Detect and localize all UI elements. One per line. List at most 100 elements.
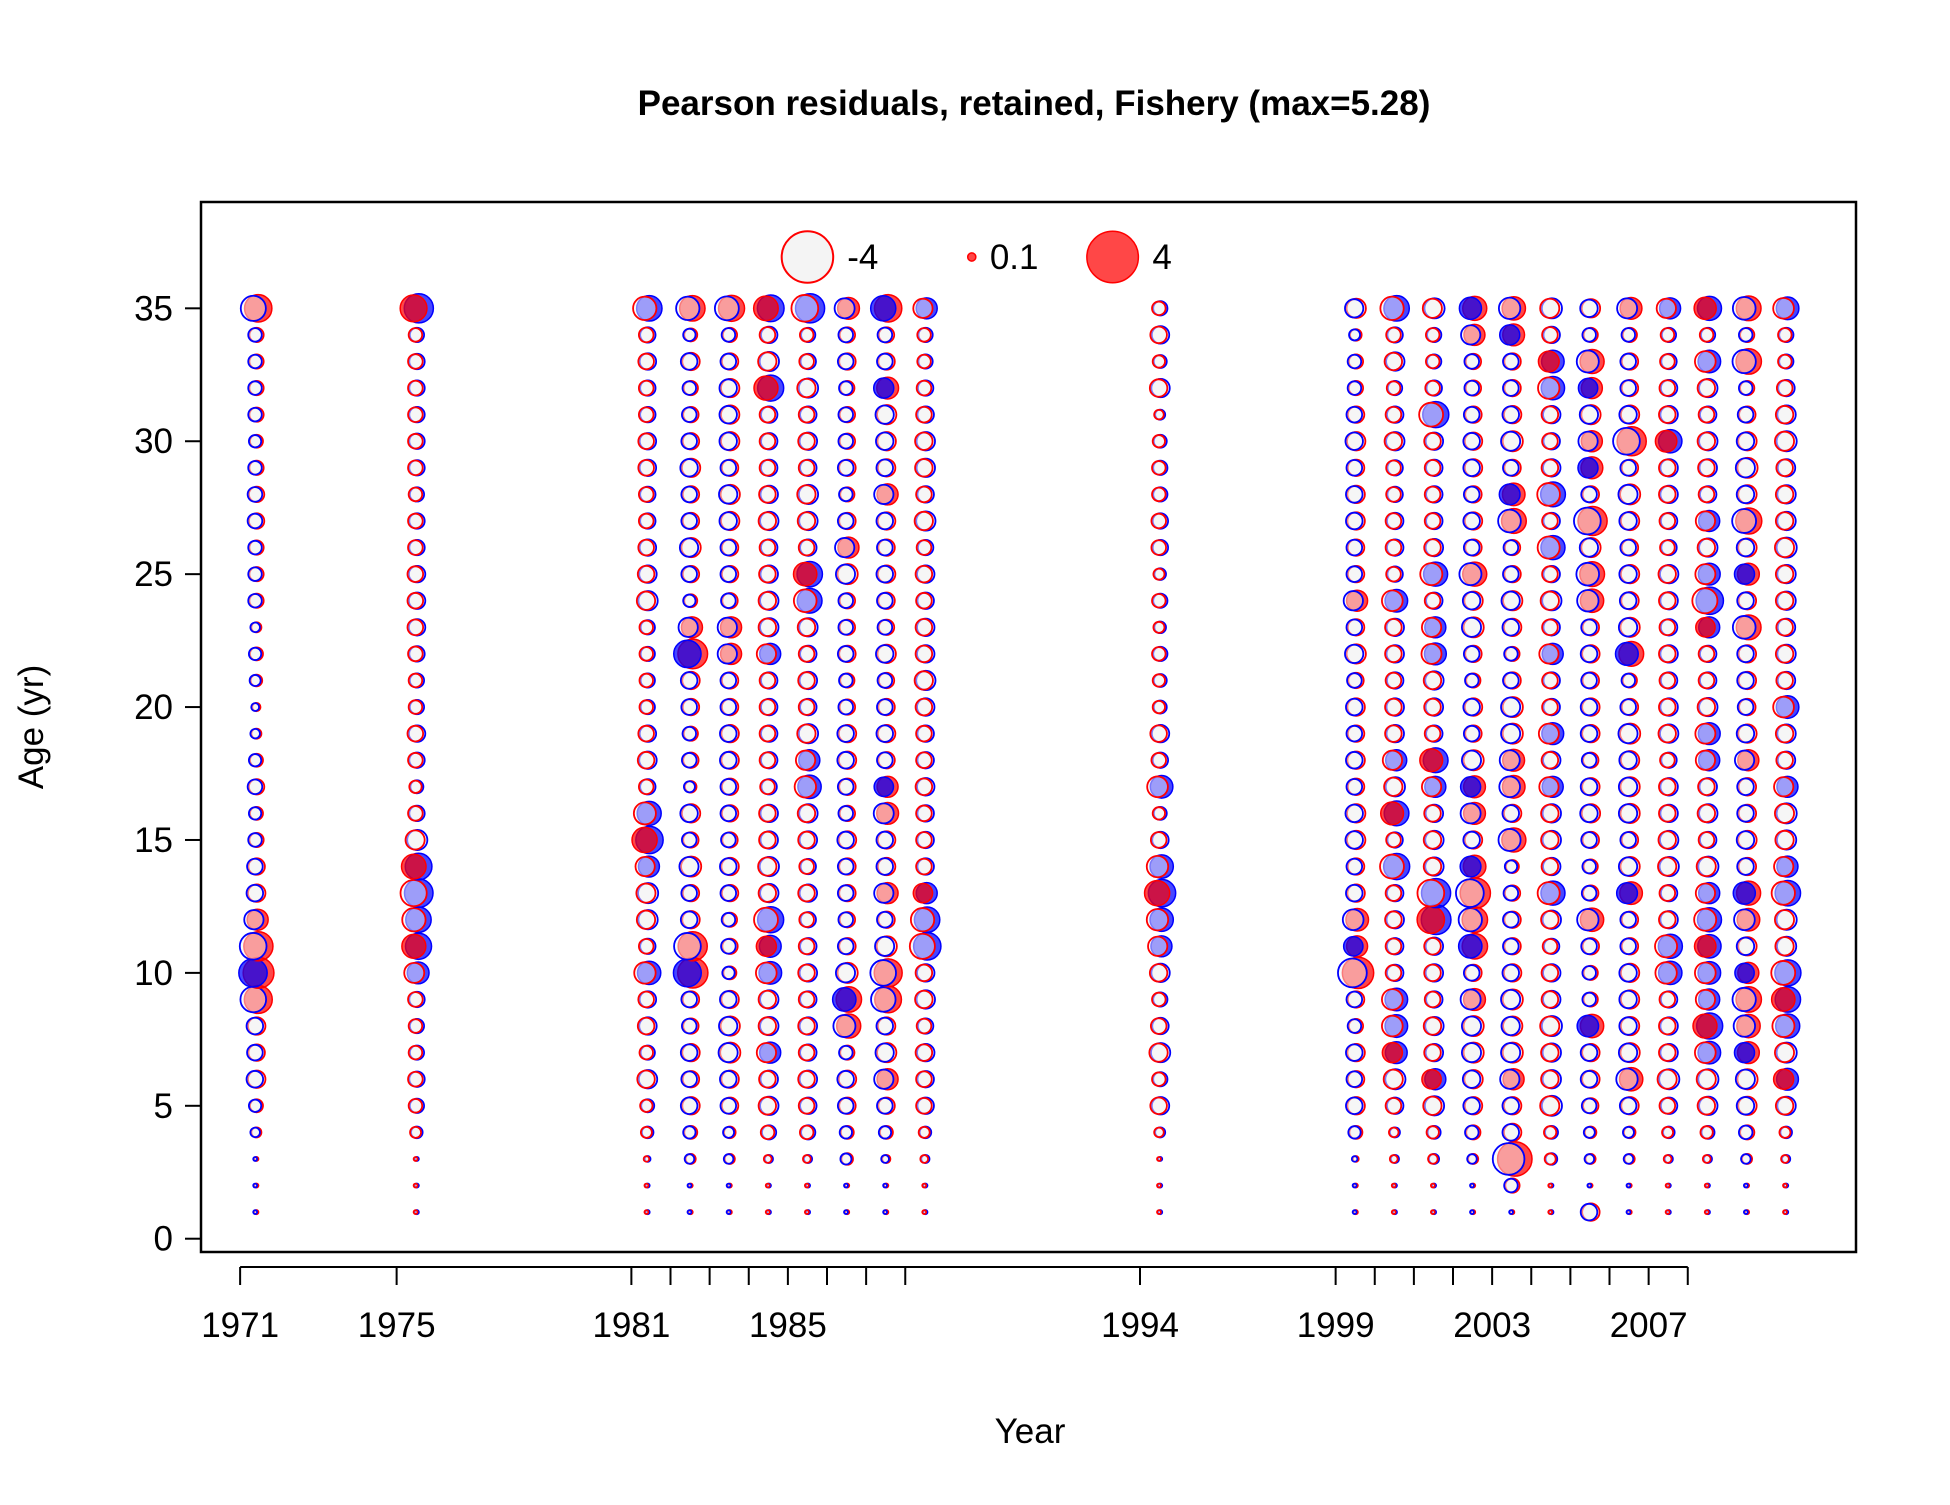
residual-bubble — [1655, 297, 1677, 319]
residual-bubble — [792, 561, 818, 587]
y-tick-label: 20 — [134, 688, 173, 727]
residual-bubble — [1735, 1096, 1756, 1116]
residual-bubble — [722, 1153, 735, 1165]
residual-bubble — [875, 564, 894, 584]
residual-bubble — [1586, 1182, 1593, 1189]
residual-bubble — [1537, 722, 1560, 745]
residual-bubble — [1579, 298, 1599, 318]
residual-bubble — [401, 907, 427, 933]
residual-bubble — [1659, 539, 1676, 556]
residual-bubble — [1775, 458, 1794, 478]
residual-bubble — [679, 458, 699, 478]
residual-bubble — [799, 327, 815, 343]
residual-bubble — [718, 1015, 739, 1037]
residual-bubble — [412, 1156, 419, 1162]
residual-bubble — [1625, 1182, 1632, 1189]
residual-bubble — [1657, 724, 1677, 744]
residual-bubble — [876, 326, 894, 344]
residual-bubble — [1501, 1096, 1520, 1115]
residual-bubble — [683, 780, 696, 794]
residual-bubble — [1742, 1209, 1749, 1215]
residual-bubble — [797, 1043, 816, 1062]
residual-bubble — [1421, 297, 1443, 319]
residual-bubble — [838, 1125, 853, 1140]
residual-bubble — [1774, 829, 1795, 851]
residual-bubble — [1466, 1153, 1478, 1165]
residual-bubble — [1425, 353, 1441, 370]
residual-bubble — [1770, 960, 1797, 986]
residual-bubble — [1462, 485, 1481, 504]
residual-bubble — [1419, 748, 1444, 773]
residual-bubble — [682, 1125, 697, 1140]
residual-bubble — [1345, 405, 1364, 424]
residual-bubble — [755, 961, 778, 985]
residual-bubble — [637, 990, 655, 1009]
residual-bubble — [798, 911, 815, 928]
residual-bubble — [1151, 434, 1166, 449]
residual-bubble — [1540, 803, 1560, 824]
residual-bubble — [1732, 1014, 1756, 1038]
residual-bubble — [1658, 884, 1677, 902]
residual-bubble — [913, 510, 934, 532]
residual-bubble — [716, 643, 738, 665]
residual-bubble — [1150, 539, 1167, 556]
residual-bubble — [1658, 1043, 1677, 1062]
residual-bubble — [915, 1070, 933, 1088]
residual-bubble — [1423, 538, 1442, 557]
residual-bubble — [638, 619, 654, 635]
residual-bubble — [758, 538, 777, 557]
residual-bubble — [247, 406, 263, 423]
residual-bubble — [921, 1182, 928, 1189]
residual-bubble — [407, 433, 424, 450]
residual-bubble — [1577, 377, 1599, 399]
residual-bubble — [1573, 506, 1602, 536]
residual-bubble — [1617, 483, 1639, 505]
residual-bubble — [836, 830, 855, 850]
residual-bubble — [915, 405, 933, 424]
residual-bubble — [1462, 458, 1481, 478]
residual-bubble — [1537, 350, 1560, 373]
residual-bubble — [1423, 990, 1442, 1009]
residual-bubble — [836, 751, 855, 770]
x-tick-label: 1981 — [592, 1306, 670, 1345]
residual-bubble — [796, 484, 817, 505]
residual-bubble — [252, 1156, 259, 1162]
residual-bubble — [1615, 1067, 1639, 1091]
residual-bubble — [1150, 752, 1167, 769]
residual-bubble — [1658, 379, 1677, 397]
residual-bubble — [1344, 803, 1364, 824]
residual-bubble — [1577, 430, 1599, 452]
residual-bubble — [1461, 1042, 1482, 1064]
residual-bubble — [675, 295, 701, 321]
residual-bubble — [1416, 878, 1446, 908]
residual-bubble — [1151, 354, 1166, 369]
residual-bubble — [1580, 884, 1598, 902]
residual-bubble — [247, 646, 263, 661]
residual-bubble — [1658, 804, 1677, 823]
residual-bubble — [762, 1154, 773, 1164]
residual-bubble — [838, 486, 854, 503]
residual-bubble — [686, 1209, 693, 1215]
residual-bubble — [1345, 724, 1364, 743]
residual-bubble — [1775, 671, 1794, 690]
residual-bubble — [1581, 858, 1597, 875]
residual-bubble — [1662, 1154, 1673, 1164]
residual-bubble — [758, 698, 777, 716]
residual-bubble — [1734, 457, 1756, 479]
residual-bubble — [1384, 697, 1403, 717]
residual-bubble — [1381, 1041, 1404, 1064]
residual-bubble — [1379, 295, 1405, 321]
residual-bubble — [406, 618, 425, 637]
residual-bubble — [1347, 1125, 1362, 1140]
residual-bubble — [1502, 459, 1520, 477]
residual-bubble — [1547, 1182, 1554, 1189]
residual-bubble — [1145, 908, 1170, 932]
residual-bubble — [836, 857, 855, 876]
residual-bubble — [1541, 565, 1559, 583]
residual-bubble — [252, 1182, 259, 1189]
residual-bubble — [1463, 353, 1480, 370]
residual-bubble — [404, 829, 426, 851]
residual-bubble — [1738, 1124, 1754, 1141]
residual-bubble — [836, 645, 855, 663]
residual-bubble — [631, 826, 658, 854]
